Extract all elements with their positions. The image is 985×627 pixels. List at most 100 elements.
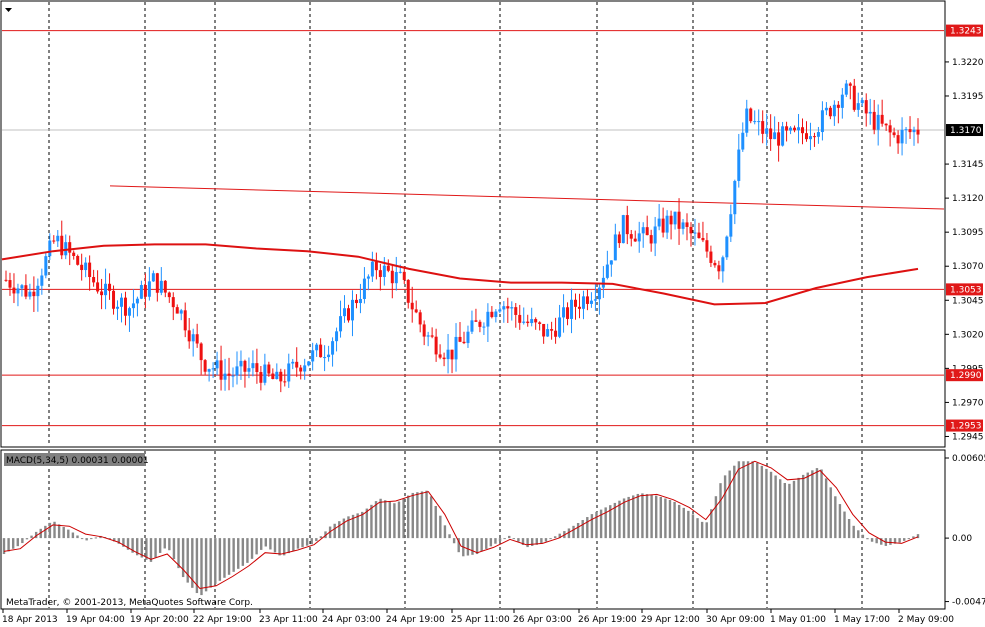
macd-bar [443,525,447,539]
candle [785,121,789,142]
macd-bar [452,538,456,544]
macd-bar [34,531,38,539]
candle [677,198,681,245]
macd-bar [852,525,855,539]
candle [828,105,832,120]
candle [171,292,175,321]
macd-bar [788,483,791,539]
macd-bar [599,509,603,539]
candle [824,102,828,116]
macd-bar [402,498,405,539]
macd-bar [907,538,911,540]
main-chart-frame [0,0,946,448]
macd-bar [126,538,130,550]
macd-bar [209,538,212,588]
candle [382,257,386,286]
macd-bar [677,504,681,539]
candle [187,317,191,349]
candle [876,104,880,146]
candle [350,290,354,337]
candle [585,289,589,311]
chart-menu-chevron-icon[interactable] [5,8,12,12]
macd-bar [214,538,217,584]
candle [542,323,546,344]
macd-bar [223,538,226,578]
candle [84,257,88,278]
candle [462,331,466,345]
macd-bar [595,511,598,539]
macd-bar [655,495,658,539]
candle [100,278,104,310]
macd-bar [186,538,189,583]
candle [116,300,120,320]
macd-bar [90,538,93,540]
candle [96,270,100,294]
macd-bar [53,521,56,539]
macd-bar [62,526,65,539]
macd-tick-label: 0.00605 [952,454,985,464]
candle [777,121,781,162]
candle [199,342,203,375]
candle [812,132,816,147]
candle [295,347,299,377]
candle [581,290,585,320]
candle [378,263,382,291]
candle [793,125,797,133]
candle [880,99,884,127]
macd-bar [2,538,6,555]
macd-bar [108,538,111,540]
macd-bar [246,538,249,563]
macd-bar [485,538,488,549]
candle [343,295,347,323]
candle [287,353,291,388]
macd-signal-line [3,460,919,590]
macd-bar [191,538,194,588]
macd-bar [131,538,134,553]
macd-bar [517,538,520,542]
candle [20,283,24,297]
candle [868,98,872,125]
macd-bar [742,461,745,539]
macd-bar [590,514,594,539]
candle [482,322,486,335]
macd-tick-label: -0.00479 [952,598,985,608]
candle [319,338,323,358]
candle [804,121,808,142]
candle [904,126,908,144]
macd-bar [728,470,731,539]
candle [657,204,661,231]
macd-bar [273,538,277,553]
candle [546,323,550,337]
candle [852,78,856,112]
candle [40,268,44,295]
macd-bar [154,538,157,558]
candle [231,367,235,388]
candle [705,233,709,258]
candle [339,300,343,338]
candle [211,362,215,378]
candle [721,255,725,283]
macd-bar [489,538,493,547]
candle [530,307,534,327]
trend-line[interactable] [109,185,945,210]
candle [832,100,836,126]
indicator-frame [0,449,946,610]
candle [438,344,442,360]
candle [247,357,251,379]
candle [765,113,769,146]
candle [840,88,844,119]
macd-bar [774,475,777,539]
candle [135,296,139,317]
candle [271,368,275,380]
macd-bar [875,538,878,544]
candle [52,235,56,244]
macd-bar [204,538,208,592]
candle [354,294,358,309]
moving-average-line [1,243,919,306]
time-tick-label: 23 Apr 11:00 [259,615,318,625]
macd-bar [632,495,635,539]
candle [689,222,693,247]
candle [470,310,474,335]
macd-bar [282,538,286,556]
macd-bar [567,528,571,539]
